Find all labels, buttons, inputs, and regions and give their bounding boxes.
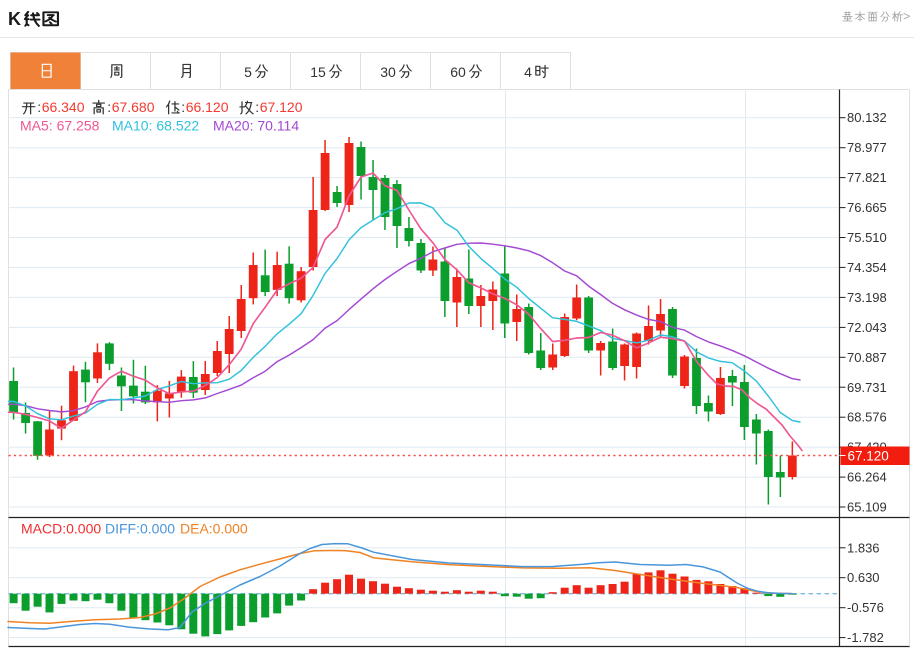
svg-text:78.977: 78.977	[847, 140, 887, 155]
svg-text:66.340: 66.340	[42, 99, 85, 115]
svg-text:MA10: 68.522: MA10: 68.522	[112, 118, 199, 134]
svg-text:15: 15	[310, 64, 326, 80]
svg-text:74.354: 74.354	[847, 260, 887, 275]
svg-text:70.887: 70.887	[847, 350, 887, 365]
svg-text:76.665: 76.665	[847, 200, 887, 215]
svg-text:4: 4	[524, 64, 532, 80]
svg-text:MA20: 70.114: MA20: 70.114	[213, 118, 299, 134]
svg-text:-1.782: -1.782	[847, 630, 884, 645]
svg-text:DIFF:0.000: DIFF:0.000	[105, 521, 175, 537]
svg-text:5: 5	[244, 64, 252, 80]
svg-text:1.836: 1.836	[847, 540, 880, 555]
svg-text:MA5: 67.258: MA5: 67.258	[20, 118, 100, 134]
svg-text:60: 60	[450, 64, 466, 80]
svg-text:65.109: 65.109	[847, 500, 887, 515]
svg-text:67.120: 67.120	[260, 99, 303, 115]
svg-text:80.132: 80.132	[847, 110, 887, 125]
svg-text:77.821: 77.821	[847, 170, 887, 185]
svg-text:30: 30	[380, 64, 396, 80]
svg-text:66.264: 66.264	[847, 470, 887, 485]
svg-text:DEA:0.000: DEA:0.000	[180, 521, 248, 537]
svg-text:0.630: 0.630	[847, 570, 880, 585]
svg-text:67.680: 67.680	[112, 99, 155, 115]
svg-text:73.198: 73.198	[847, 290, 887, 305]
svg-text:75.510: 75.510	[847, 230, 887, 245]
svg-text:>: >	[903, 10, 910, 24]
svg-text:69.731: 69.731	[847, 380, 887, 395]
svg-text:68.576: 68.576	[847, 410, 887, 425]
svg-text::: :	[37, 99, 41, 115]
svg-text:67.120: 67.120	[848, 449, 889, 464]
svg-text:72.043: 72.043	[847, 320, 887, 335]
svg-text::: :	[107, 99, 111, 115]
svg-text:MACD:0.000: MACD:0.000	[21, 521, 101, 537]
svg-text::: :	[255, 99, 259, 115]
svg-text:K: K	[8, 9, 21, 29]
svg-text:66.120: 66.120	[186, 99, 229, 115]
svg-text:-0.576: -0.576	[847, 600, 884, 615]
svg-text::: :	[181, 99, 185, 115]
